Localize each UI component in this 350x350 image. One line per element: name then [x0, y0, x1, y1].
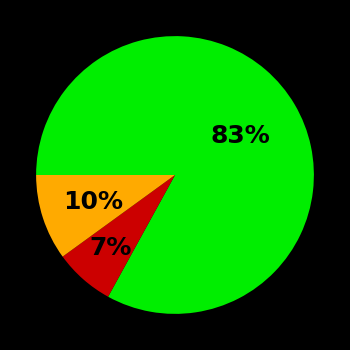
Wedge shape [36, 36, 314, 314]
Wedge shape [63, 175, 175, 297]
Wedge shape [36, 175, 175, 257]
Text: 7%: 7% [90, 236, 132, 260]
Text: 10%: 10% [63, 190, 123, 214]
Text: 83%: 83% [211, 124, 271, 148]
